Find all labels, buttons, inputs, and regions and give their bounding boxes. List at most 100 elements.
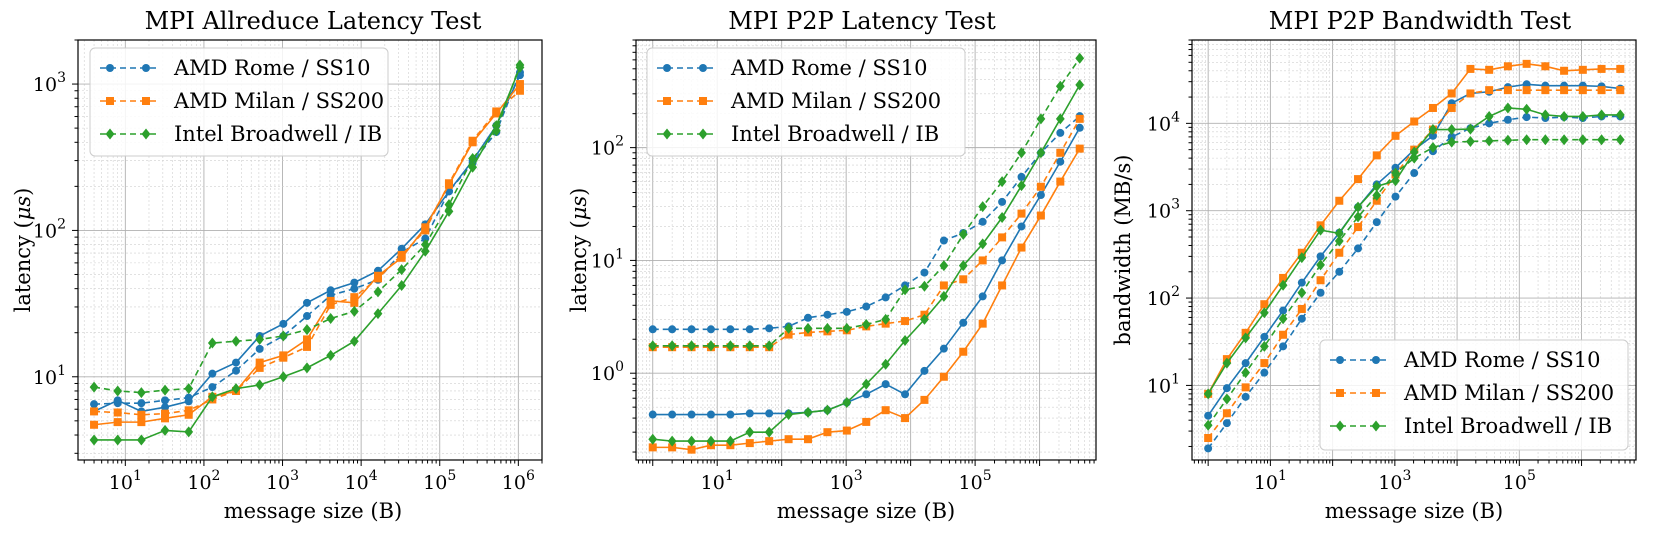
legend-marker — [141, 128, 151, 140]
legend-label: AMD Rome / SS10 — [1403, 348, 1601, 372]
data-point — [1522, 86, 1531, 95]
data-point — [1335, 267, 1344, 276]
data-point — [1297, 278, 1306, 287]
data-point — [113, 396, 122, 405]
data-point — [765, 409, 774, 418]
data-point — [350, 298, 359, 307]
data-point — [1017, 172, 1026, 181]
data-point — [1578, 134, 1588, 146]
data-point — [784, 330, 793, 339]
series-layer — [648, 52, 1085, 454]
data-point — [515, 61, 525, 73]
data-point — [745, 409, 754, 418]
data-point — [1466, 64, 1475, 73]
data-point — [90, 400, 99, 409]
legend-item: AMD Rome / SS10 — [100, 56, 371, 80]
data-point — [1056, 177, 1065, 186]
legend-box — [89, 47, 389, 157]
data-point — [803, 322, 813, 334]
data-point — [207, 391, 217, 403]
data-point — [113, 385, 123, 397]
data-point — [1055, 113, 1065, 125]
data-point — [1036, 191, 1045, 200]
data-point — [1409, 146, 1419, 158]
data-point — [706, 325, 715, 334]
data-point — [1578, 110, 1588, 122]
legend-marker — [106, 64, 114, 72]
legend-marker — [1335, 420, 1345, 432]
y-tick-label: 103 — [1147, 197, 1180, 223]
y-axis-label: bandwidth (MB/s) — [1111, 155, 1135, 346]
data-point — [255, 358, 264, 367]
data-point — [687, 340, 696, 352]
data-point — [137, 399, 146, 408]
data-point — [1222, 393, 1232, 405]
y-tick-label: 102 — [591, 134, 624, 160]
series-intel-broadwell-ib-dashed — [1203, 134, 1625, 431]
x-ticks: 101 102 103 104 105 106 — [83, 460, 543, 494]
data-point — [1522, 103, 1532, 115]
data-point — [208, 383, 217, 392]
data-point — [349, 305, 359, 317]
data-point — [939, 236, 948, 245]
data-point — [1075, 144, 1084, 153]
data-point — [1259, 340, 1269, 352]
x-ticks: 101 103 105 — [637, 460, 1095, 494]
data-point — [881, 293, 890, 302]
data-point — [326, 286, 335, 295]
data-point — [1615, 109, 1625, 121]
data-point — [1017, 180, 1026, 192]
x-ticks: 101 103 105 — [1193, 460, 1635, 494]
data-point — [1560, 66, 1569, 75]
data-point — [901, 414, 910, 423]
data-point — [745, 325, 754, 334]
data-point — [468, 161, 478, 173]
data-point — [1522, 59, 1531, 68]
data-point — [184, 383, 194, 395]
x-tick-label: 101 — [701, 468, 734, 494]
data-point — [687, 435, 696, 447]
x-tick-label: 105 — [959, 468, 992, 494]
legend-item: AMD Milan / SS200 — [657, 89, 941, 113]
data-point — [978, 201, 988, 213]
data-point — [667, 340, 677, 352]
x-tick-label: 103 — [1378, 468, 1411, 494]
data-point — [1410, 169, 1419, 178]
data-point — [1316, 259, 1325, 271]
data-point — [842, 307, 851, 316]
y-axis-label-end: ) — [567, 188, 591, 196]
data-point — [303, 312, 312, 321]
series-intel-broadwell-ib-solid — [89, 61, 525, 446]
y-axis-label-end: ) — [11, 188, 35, 196]
data-point — [725, 435, 735, 447]
data-point — [1485, 86, 1494, 95]
data-point — [1485, 65, 1494, 74]
y-tick-label: 104 — [1147, 109, 1180, 135]
series-amd-rome-ss10-solid — [648, 123, 1084, 419]
data-point — [1428, 141, 1438, 153]
data-point — [1279, 273, 1288, 282]
legend-item: AMD Milan / SS200 — [1330, 381, 1614, 405]
data-point — [648, 433, 658, 445]
y-tick-label: 102 — [1147, 284, 1180, 310]
data-point — [373, 271, 382, 280]
legend-label: Intel Broadwell / IB — [1404, 414, 1612, 438]
data-point — [764, 340, 774, 352]
data-point — [1222, 409, 1231, 418]
data-point — [1578, 65, 1587, 74]
data-point — [1354, 244, 1363, 253]
data-point — [397, 280, 407, 292]
data-point — [1372, 180, 1382, 192]
data-point — [1316, 224, 1325, 236]
data-point — [648, 443, 657, 452]
data-point — [1372, 218, 1381, 227]
data-point — [113, 434, 123, 446]
data-point — [1316, 276, 1325, 285]
legend-marker — [699, 97, 707, 105]
data-point — [1278, 313, 1288, 325]
data-point — [998, 197, 1007, 206]
data-point — [492, 109, 501, 118]
y-ticks: 101 102 103 104 — [1147, 39, 1192, 447]
data-point — [255, 379, 265, 391]
y-tick-label: 102 — [33, 216, 66, 242]
